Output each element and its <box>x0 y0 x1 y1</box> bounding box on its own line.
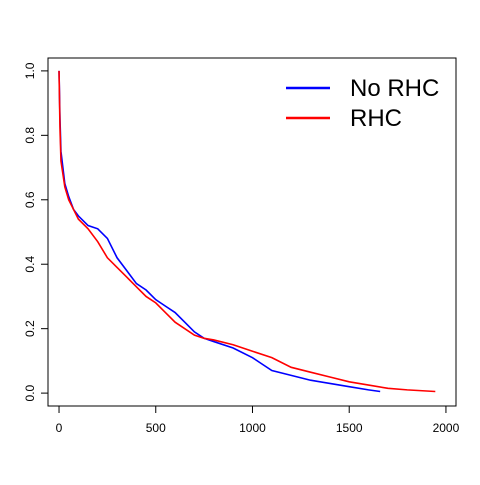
legend-label: No RHC <box>350 75 439 102</box>
survival-line <box>58 70 436 393</box>
y-tick-label: 0.4 <box>23 256 37 273</box>
y-tick-label: 1.0 <box>23 62 37 79</box>
x-tick-label: 500 <box>146 421 166 435</box>
x-tick-label: 1500 <box>336 421 363 435</box>
y-tick-label: 0.0 <box>23 384 37 401</box>
x-tick-label: 0 <box>56 421 63 435</box>
survival-line <box>58 70 381 393</box>
legend-label: RHC <box>350 105 402 132</box>
y-tick-label: 0.6 <box>23 191 37 208</box>
y-tick-label: 0.2 <box>23 320 37 337</box>
x-tick-label: 2000 <box>433 421 460 435</box>
y-tick-label: 0.8 <box>23 127 37 144</box>
x-tick-label: 1000 <box>239 421 266 435</box>
